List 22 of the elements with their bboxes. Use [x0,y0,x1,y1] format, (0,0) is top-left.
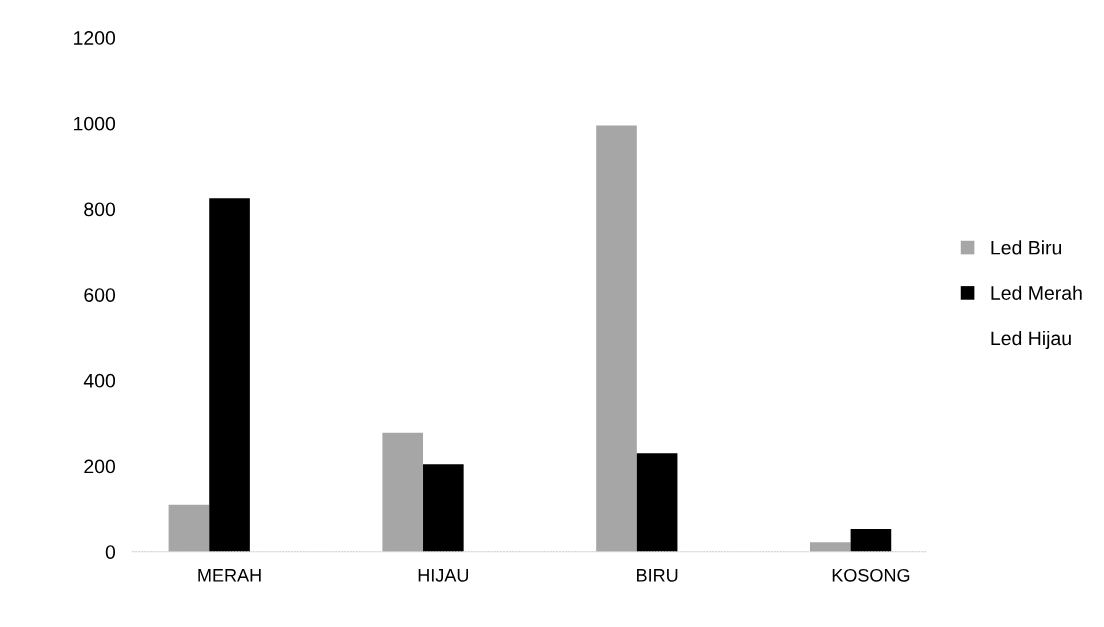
bar [809,542,851,552]
y-tick-label: 800 [84,202,116,217]
y-tick-label: 0 [105,545,116,559]
y-tick-label: 600 [84,288,116,302]
bar [596,125,637,552]
y-tick-label: 1200 [74,31,116,45]
x-tick-label: KOSONG [832,568,910,582]
legend-label: Led Biru [991,240,1062,255]
bar [423,464,464,552]
bar [382,432,424,552]
y-tick-label: 200 [84,459,116,474]
bar [850,529,892,552]
x-tick-label: HIJAU [418,569,469,582]
bar [168,504,210,552]
bar [209,198,250,552]
bar [636,453,678,552]
y-tick-label: 1000 [74,116,116,131]
x-tick-label: BIRU [637,569,678,582]
y-tick-label: 400 [83,373,116,388]
legend-label: Led Merah [991,285,1082,300]
text: Led Hijau [991,330,1071,350]
x-tick-label: MERAH [198,569,261,582]
